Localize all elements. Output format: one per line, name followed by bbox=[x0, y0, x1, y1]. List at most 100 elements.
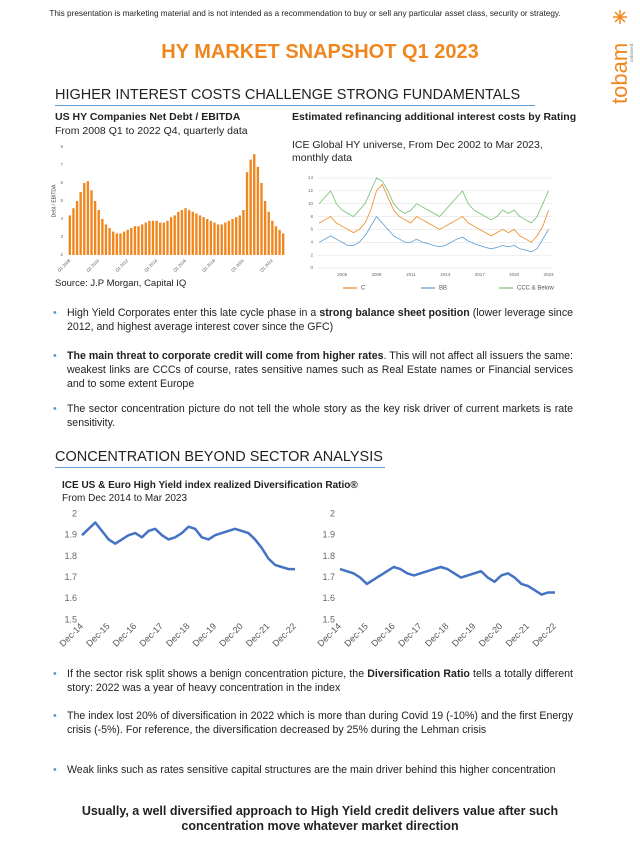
bar bbox=[281, 233, 285, 255]
bar bbox=[213, 222, 216, 255]
bar bbox=[245, 172, 249, 255]
disclaimer: This presentation is marketing material … bbox=[49, 9, 561, 18]
y-tick-label: 1.9 bbox=[322, 530, 335, 540]
line-series bbox=[339, 565, 555, 596]
chart-subtitle: From Dec 2014 to Mar 2023 bbox=[62, 493, 188, 504]
bar bbox=[238, 215, 241, 255]
y-tick-label: 2 bbox=[310, 252, 313, 257]
x-tick-label: Dec-19 bbox=[191, 621, 219, 649]
bar bbox=[274, 226, 278, 255]
bar bbox=[271, 220, 274, 255]
x-tick-label: 2017 bbox=[475, 272, 486, 277]
bar bbox=[198, 215, 202, 255]
chart-title: Estimated refinancing additional interes… bbox=[292, 111, 577, 123]
bar bbox=[72, 208, 75, 255]
bar bbox=[184, 208, 187, 255]
y-tick-label: 6 bbox=[310, 227, 313, 232]
y-tick-label: 2 bbox=[330, 508, 335, 518]
x-tick-label: Dec-16 bbox=[369, 621, 397, 649]
bar bbox=[126, 229, 129, 255]
y-tick-label: 1.5 bbox=[64, 614, 77, 624]
x-tick-label: Q1 2016 bbox=[172, 257, 187, 272]
bar bbox=[79, 192, 82, 255]
x-tick-label: Q1 2008 bbox=[56, 257, 71, 272]
bar bbox=[68, 215, 72, 255]
y-tick-label: 1.7 bbox=[322, 572, 335, 582]
y-tick-label: 5 bbox=[60, 198, 63, 203]
x-tick-label: Dec-17 bbox=[137, 621, 165, 649]
bar bbox=[151, 220, 155, 255]
line-series bbox=[81, 521, 295, 571]
bullet: The sector concentration picture do not … bbox=[53, 402, 573, 430]
y-tick-label: 3 bbox=[60, 234, 63, 239]
bar bbox=[86, 181, 90, 255]
bullet: If the sector risk split shows a benign … bbox=[53, 667, 573, 695]
bar bbox=[112, 231, 115, 255]
y-tick-label: 0 bbox=[310, 265, 313, 270]
line-series bbox=[318, 184, 549, 243]
bar bbox=[231, 219, 234, 255]
bar bbox=[75, 201, 79, 255]
x-tick-label: Dec-21 bbox=[504, 621, 532, 649]
y-tick-label: 4 bbox=[310, 239, 313, 244]
bar bbox=[209, 220, 213, 255]
bar bbox=[206, 219, 209, 255]
x-tick-label: 2014 bbox=[440, 272, 451, 277]
bar bbox=[148, 220, 151, 255]
chart-subtitle: From 2008 Q1 to 2022 Q4, quarterly data bbox=[55, 125, 248, 137]
x-tick-label: Q1 2022 bbox=[259, 257, 274, 272]
text: The index lost 20% of diversification in… bbox=[67, 710, 573, 736]
bar bbox=[144, 222, 147, 255]
line-series bbox=[318, 216, 549, 253]
bar bbox=[173, 215, 176, 255]
line-series bbox=[318, 177, 549, 224]
bar bbox=[122, 231, 126, 255]
text: Weak links such as rates sensitive capit… bbox=[67, 764, 556, 776]
bullet: High Yield Corporates enter this late cy… bbox=[53, 306, 573, 334]
source: Source: J.P Morgan, Capital IQ bbox=[55, 278, 187, 289]
section-heading: CONCENTRATION BEYOND SECTOR ANALYSIS bbox=[55, 449, 385, 468]
bar bbox=[166, 220, 169, 255]
closing-statement: Usually, a well diversified approach to … bbox=[81, 804, 559, 833]
bar bbox=[202, 217, 205, 255]
bar bbox=[249, 159, 252, 255]
y-tick-label: 1.6 bbox=[322, 593, 335, 603]
text: tells a totally different story: 2022 wa… bbox=[67, 668, 573, 694]
x-tick-label: Dec-18 bbox=[164, 621, 192, 649]
x-tick-label: Dec-22 bbox=[531, 621, 559, 649]
x-tick-label: Q1 2012 bbox=[114, 257, 129, 272]
bar bbox=[159, 222, 162, 255]
bar bbox=[267, 211, 270, 255]
x-tick-label: 2023 bbox=[544, 272, 555, 277]
y-tick-label: 1.7 bbox=[64, 572, 77, 582]
bar bbox=[93, 201, 97, 255]
page-title: HY MARKET SNAPSHOT Q1 2023 bbox=[161, 41, 479, 63]
y-tick-label: 10 bbox=[308, 201, 314, 206]
text: The sector concentration picture do not … bbox=[67, 403, 573, 429]
bar bbox=[137, 226, 140, 255]
y-tick-label: 2 bbox=[60, 252, 63, 257]
bullet: Weak links such as rates sensitive capit… bbox=[53, 763, 573, 777]
x-tick-label: 2008 bbox=[371, 272, 382, 277]
bar bbox=[115, 233, 119, 255]
y-tick-label: 12 bbox=[308, 188, 314, 193]
bar bbox=[177, 211, 180, 255]
bar bbox=[155, 220, 158, 255]
chart-title: US HY Companies Net Debt / EBITDA bbox=[55, 111, 241, 123]
bold-text: Diversification Ratio bbox=[367, 668, 470, 680]
legend-label: BB bbox=[439, 286, 447, 292]
bar bbox=[234, 217, 238, 255]
y-tick-label: 2 bbox=[72, 508, 77, 518]
bar bbox=[256, 166, 260, 255]
x-tick-label: 2005 bbox=[337, 272, 348, 277]
x-tick-label: Dec-20 bbox=[217, 621, 245, 649]
bar bbox=[90, 190, 93, 255]
bar bbox=[83, 183, 86, 255]
bar bbox=[97, 210, 100, 255]
text: If the sector risk split shows a benign … bbox=[67, 668, 368, 680]
bar bbox=[220, 224, 223, 255]
y-tick-label: 7 bbox=[60, 162, 63, 167]
x-tick-label: 2011 bbox=[406, 272, 416, 277]
